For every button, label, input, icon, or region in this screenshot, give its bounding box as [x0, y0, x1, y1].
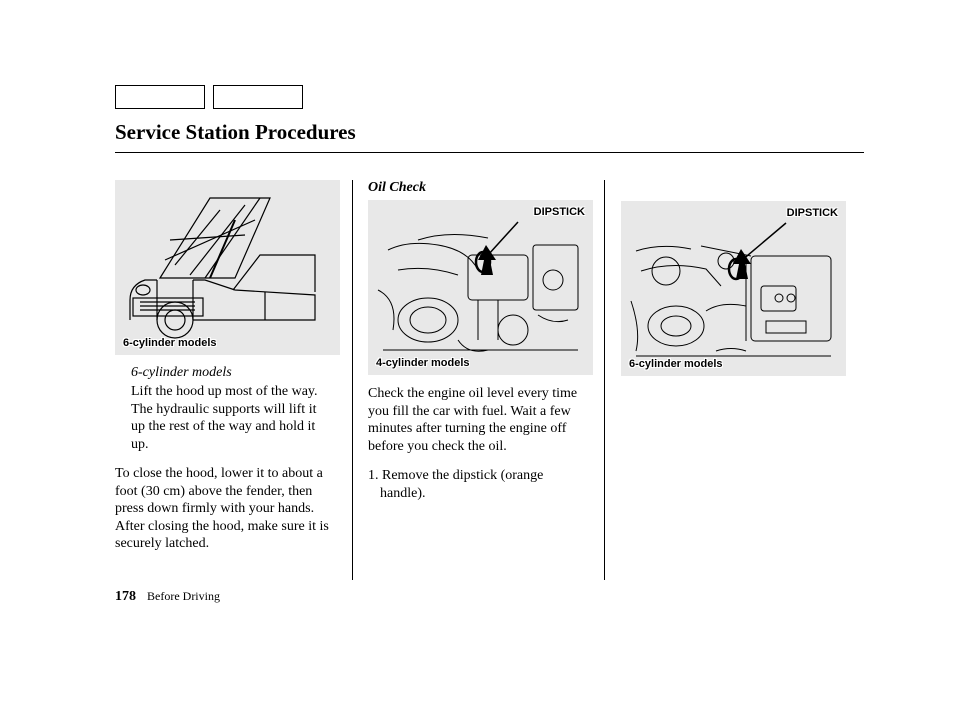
- spacer: [621, 180, 838, 201]
- section-name: Before Driving: [147, 589, 220, 603]
- figure-caption: 6-cylinder models: [123, 337, 217, 349]
- page-footer: 178 Before Driving: [115, 589, 220, 605]
- dipstick-label: DIPSTICK: [534, 206, 585, 218]
- engine-4cyl-illustration: [368, 200, 593, 375]
- figure-caption: 6-cylinder models: [629, 358, 723, 370]
- engine-6cyl-illustration: [621, 201, 846, 376]
- dipstick-label: DIPSTICK: [787, 207, 838, 219]
- title-rule: [115, 152, 864, 153]
- oil-check-heading: Oil Check: [368, 180, 585, 196]
- figure-dipstick-6cyl: DIPSTICK 6-cylinder models: [621, 201, 846, 376]
- header-box-1: [115, 85, 205, 109]
- figure-dipstick-4cyl: DIPSTICK 4-cylinder models: [368, 200, 593, 375]
- figure-caption: 4-cylinder models: [376, 357, 470, 369]
- hood-close-text: To close the hood, lower it to about a f…: [115, 465, 332, 553]
- page-title: Service Station Procedures: [115, 120, 356, 145]
- header-box-2: [213, 85, 303, 109]
- column-2: Oil Check: [350, 180, 603, 565]
- content-columns: 6-cylinder models 6-cylinder models Lift…: [115, 180, 856, 565]
- oil-check-text: Check the engine oil level every time yo…: [368, 385, 585, 455]
- step-1: 1. Remove the dipstick (orange handle).: [368, 467, 585, 502]
- page-number: 178: [115, 589, 136, 604]
- column-1: 6-cylinder models 6-cylinder models Lift…: [115, 180, 350, 565]
- column-3: DIPSTICK 6-cylinder models: [603, 180, 856, 565]
- header-reference-boxes: [115, 85, 303, 109]
- hood-lift-text: Lift the hood up most of the way. The hy…: [115, 383, 332, 453]
- car-hood-illustration: [115, 180, 340, 355]
- model-note: 6-cylinder models: [115, 365, 332, 381]
- figure-hood-open: 6-cylinder models: [115, 180, 340, 355]
